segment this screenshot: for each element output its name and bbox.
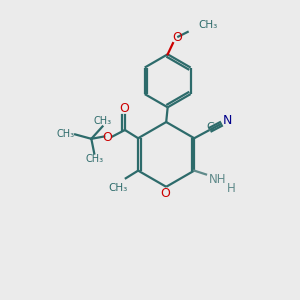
Text: O: O [119,102,129,115]
Text: O: O [102,131,112,144]
Text: N: N [223,114,232,127]
Text: O: O [172,31,182,44]
Text: H: H [227,182,236,195]
Text: CH₃: CH₃ [108,183,127,193]
Text: CH₃: CH₃ [94,116,112,126]
Text: O: O [160,187,170,200]
Text: CH₃: CH₃ [85,154,103,164]
Text: CH₃: CH₃ [56,129,74,140]
Text: C: C [206,122,214,132]
Text: NH: NH [209,173,226,186]
Text: CH₃: CH₃ [199,20,218,30]
